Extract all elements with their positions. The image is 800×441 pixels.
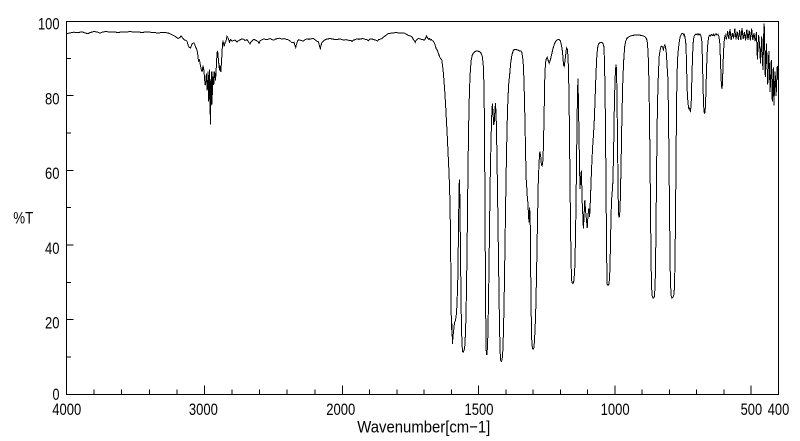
svg-text:500: 500: [741, 400, 763, 419]
svg-text:400: 400: [768, 400, 790, 419]
svg-text:100: 100: [38, 15, 60, 34]
svg-text:60: 60: [45, 164, 60, 183]
svg-text:%T: %T: [13, 208, 33, 227]
svg-text:20: 20: [45, 313, 60, 332]
svg-text:Wavenumber[cm−1]: Wavenumber[cm−1]: [357, 418, 490, 437]
svg-text:40: 40: [45, 239, 60, 258]
svg-text:4000: 4000: [52, 400, 81, 419]
svg-text:3000: 3000: [189, 400, 218, 419]
svg-text:0: 0: [53, 385, 60, 404]
svg-text:1500: 1500: [465, 400, 494, 419]
svg-text:1000: 1000: [601, 400, 630, 419]
svg-text:2000: 2000: [326, 400, 355, 419]
svg-text:80: 80: [45, 90, 60, 109]
